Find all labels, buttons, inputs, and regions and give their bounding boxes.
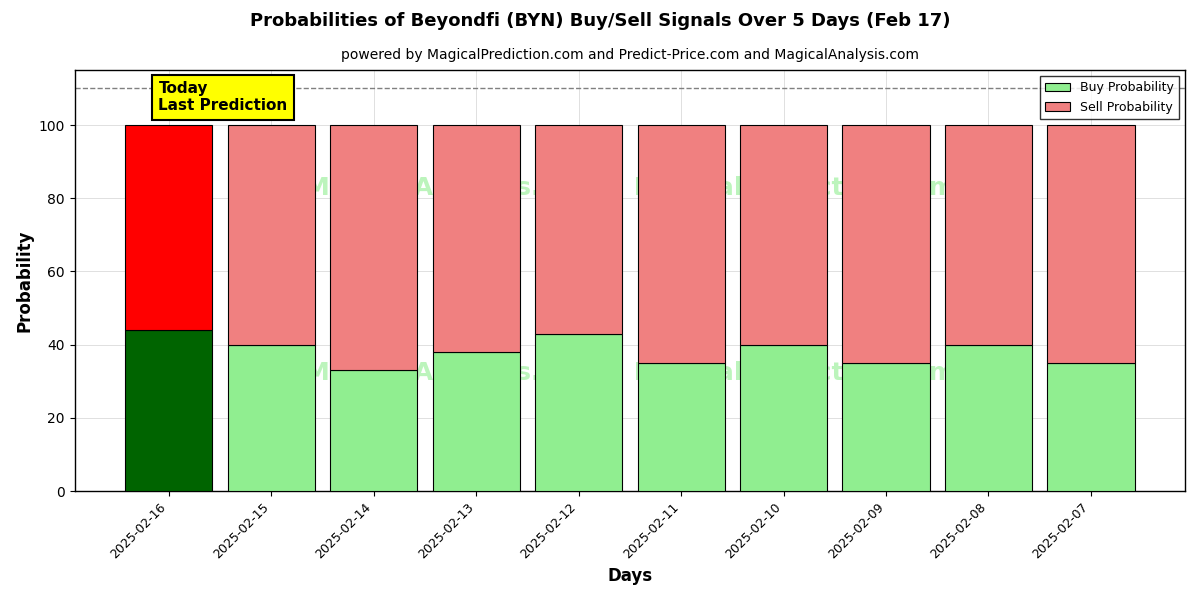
Bar xyxy=(944,345,1032,491)
Bar xyxy=(740,125,827,345)
Bar xyxy=(842,125,930,363)
Text: Probabilities of Beyondfi (BYN) Buy/Sell Signals Over 5 Days (Feb 17): Probabilities of Beyondfi (BYN) Buy/Sell… xyxy=(250,12,950,30)
Bar xyxy=(228,345,314,491)
Text: Today
Last Prediction: Today Last Prediction xyxy=(158,81,288,113)
Bar xyxy=(125,125,212,330)
X-axis label: Days: Days xyxy=(607,567,653,585)
Bar xyxy=(432,352,520,491)
Bar xyxy=(330,125,418,370)
Text: MagicalAnalysis.com    MagicalPrediction.com: MagicalAnalysis.com MagicalPrediction.co… xyxy=(305,361,955,385)
Bar xyxy=(330,370,418,491)
Bar xyxy=(228,125,314,345)
Bar xyxy=(740,345,827,491)
Bar xyxy=(535,125,622,334)
Y-axis label: Probability: Probability xyxy=(16,229,34,332)
Legend: Buy Probability, Sell Probability: Buy Probability, Sell Probability xyxy=(1040,76,1178,119)
Bar xyxy=(125,330,212,491)
Title: powered by MagicalPrediction.com and Predict-Price.com and MagicalAnalysis.com: powered by MagicalPrediction.com and Pre… xyxy=(341,48,919,62)
Bar xyxy=(944,125,1032,345)
Bar xyxy=(1048,363,1134,491)
Bar xyxy=(842,363,930,491)
Bar xyxy=(637,363,725,491)
Bar xyxy=(432,125,520,352)
Bar xyxy=(1048,125,1134,363)
Bar xyxy=(535,334,622,491)
Bar xyxy=(637,125,725,363)
Text: MagicalAnalysis.com    MagicalPrediction.com: MagicalAnalysis.com MagicalPrediction.co… xyxy=(305,176,955,200)
